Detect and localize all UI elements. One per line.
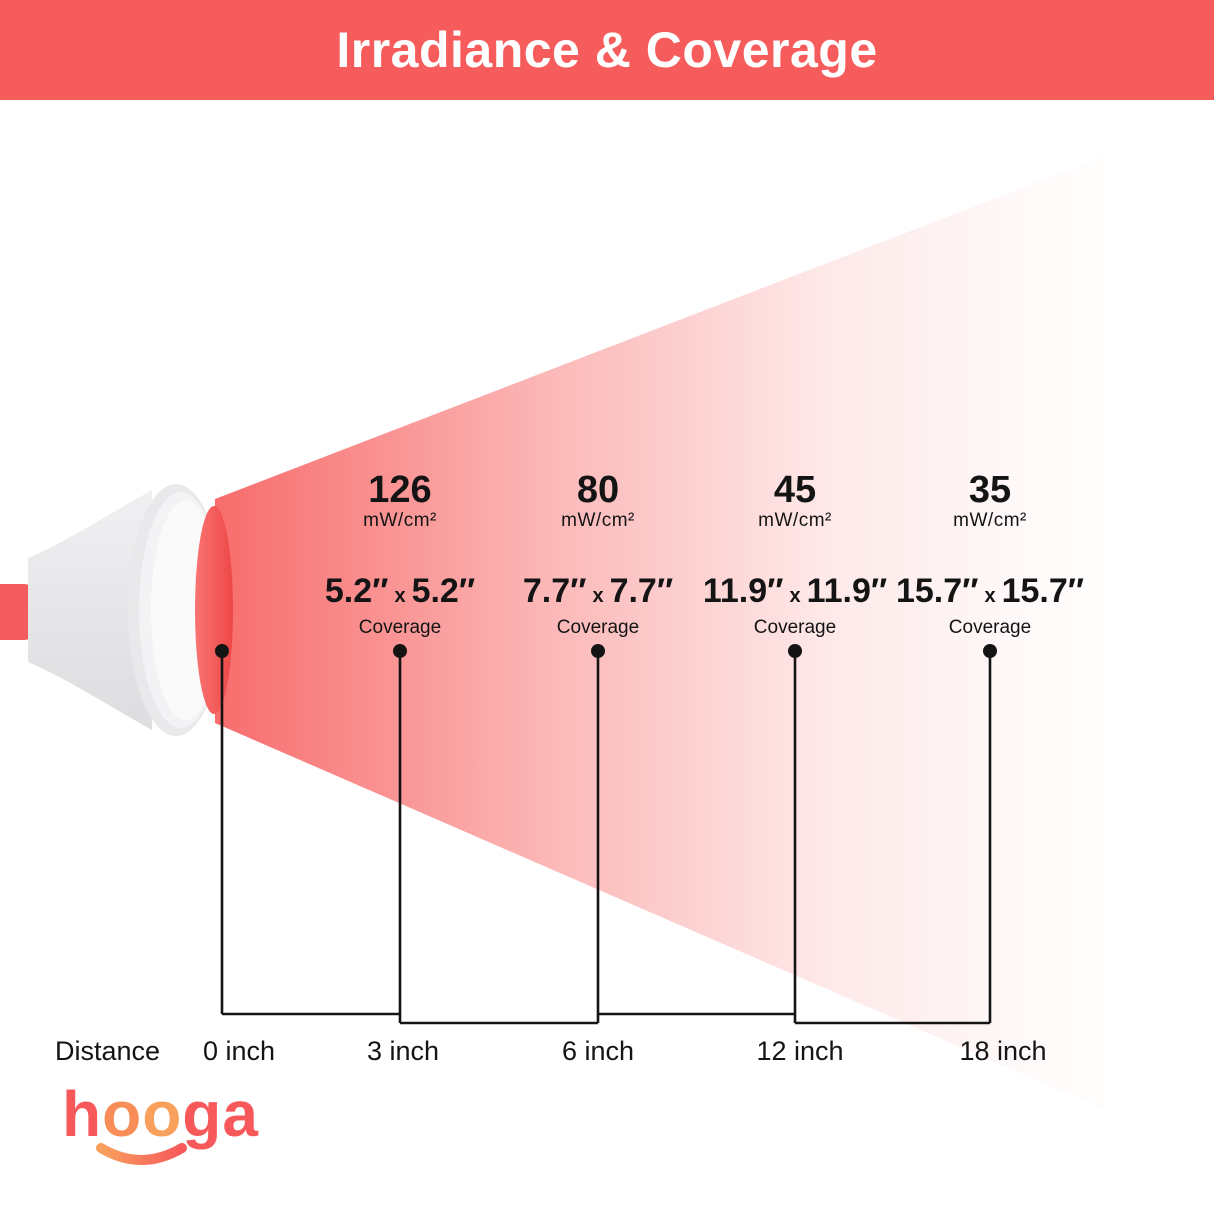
irradiance-unit: mW/cm²: [953, 510, 1027, 531]
lamp-illustration: [0, 484, 233, 736]
logo-letter-o1: o: [102, 1078, 143, 1150]
logo-letter-g: g: [182, 1078, 223, 1150]
coverage-label: Coverage: [556, 617, 640, 638]
times-symbol: x: [789, 585, 801, 607]
logo-letter-a: a: [222, 1078, 259, 1150]
coverage-width: 11.9″: [702, 572, 784, 610]
logo-smile-icon: [96, 1143, 187, 1165]
coverage-group-6in: 7.7″ x 7.7″ Coverage: [523, 572, 673, 639]
distance-label-6in: 6 inch: [561, 1036, 635, 1066]
page-title: Irradiance & Coverage: [336, 22, 878, 78]
lamp-stem: [0, 584, 36, 640]
distance-axis-label: Distance: [55, 1036, 161, 1066]
times-symbol: x: [592, 585, 604, 607]
header-banner: Irradiance & Coverage: [0, 0, 1214, 100]
irradiance-group-6in: 80 mW/cm²: [561, 470, 635, 532]
coverage-value: 11.9″ x 11.9″: [703, 572, 887, 615]
logo-letter-h: h: [62, 1078, 103, 1150]
coverage-group-3in: 5.2″ x 5.2″ Coverage: [325, 572, 475, 639]
coverage-height: 5.2″: [411, 572, 476, 610]
coverage-group-18in: 15.7″ x 15.7″ Coverage: [896, 572, 1084, 639]
irradiance-value: 35: [968, 469, 1012, 511]
irradiance-group-3in: 126 mW/cm²: [363, 470, 437, 532]
lamp-lens: [195, 506, 233, 714]
coverage-height: 15.7″: [1001, 572, 1085, 610]
coverage-label: Coverage: [358, 617, 442, 638]
coverage-label: Coverage: [948, 617, 1032, 638]
distance-label-18in: 18 inch: [959, 1036, 1047, 1066]
logo-letter-o2: o: [142, 1078, 183, 1150]
coverage-label: Coverage: [753, 617, 837, 638]
irradiance-group-18in: 35 mW/cm²: [953, 470, 1027, 532]
irradiance-unit: mW/cm²: [363, 510, 437, 531]
coverage-value: 7.7″ x 7.7″: [523, 572, 673, 615]
coverage-height: 11.9″: [806, 572, 888, 610]
coverage-width: 5.2″: [324, 572, 389, 610]
distance-label-0in: 0 inch: [202, 1036, 276, 1066]
irradiance-value: 126: [368, 469, 432, 511]
distance-label-12in: 12 inch: [756, 1036, 844, 1066]
coverage-width: 15.7″: [895, 572, 979, 610]
times-symbol: x: [984, 585, 996, 607]
hooga-logo: hooga: [62, 1082, 259, 1165]
coverage-value: 5.2″ x 5.2″: [325, 572, 475, 615]
distance-label-3in: 3 inch: [366, 1036, 440, 1066]
irradiance-value: 45: [773, 469, 817, 511]
times-symbol: x: [394, 585, 406, 607]
irradiance-unit: mW/cm²: [758, 510, 832, 531]
coverage-height: 7.7″: [609, 572, 674, 610]
irradiance-group-12in: 45 mW/cm²: [758, 470, 832, 532]
lamp-body: [28, 490, 152, 730]
irradiance-unit: mW/cm²: [561, 510, 635, 531]
coverage-group-12in: 11.9″ x 11.9″ Coverage: [703, 572, 887, 639]
coverage-width: 7.7″: [522, 572, 587, 610]
coverage-value: 15.7″ x 15.7″: [896, 572, 1084, 615]
irradiance-value: 80: [576, 469, 620, 511]
